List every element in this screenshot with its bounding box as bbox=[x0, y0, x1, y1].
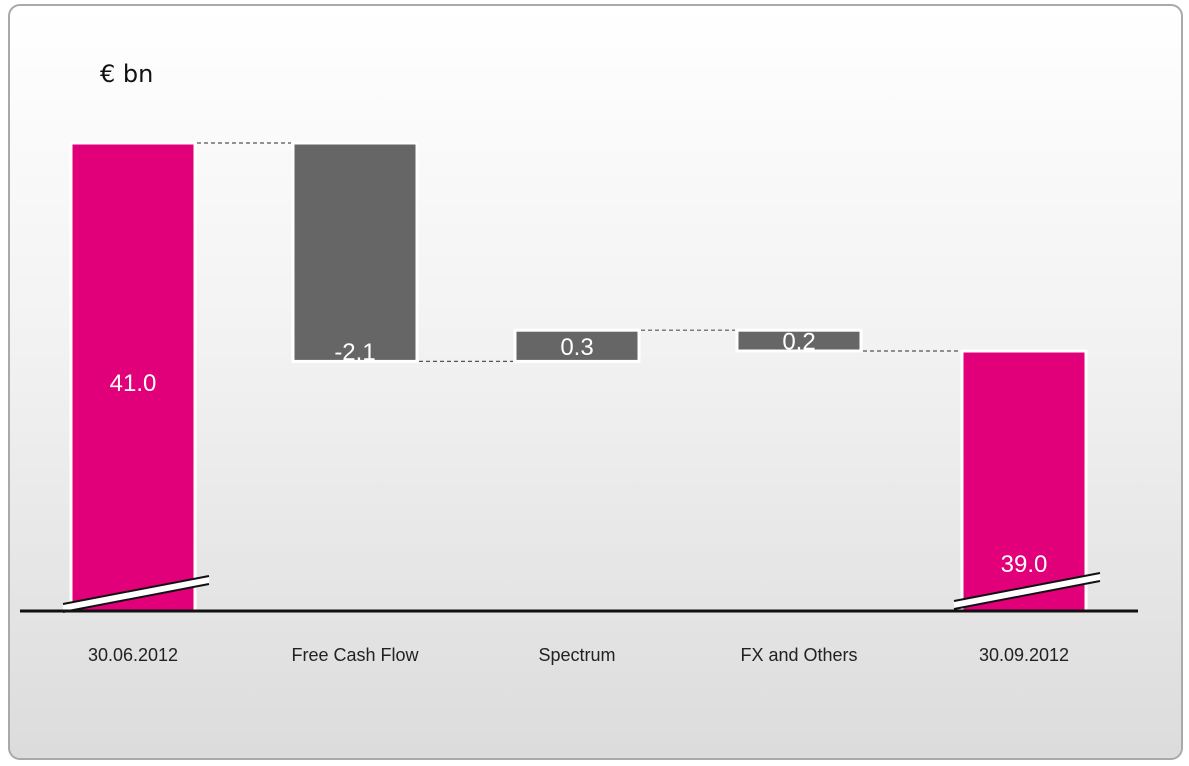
axis-break-fill bbox=[954, 573, 1100, 609]
category-label: Spectrum bbox=[538, 645, 615, 665]
axis-break-line bbox=[62, 575, 210, 605]
bar-value-label: 39.0 bbox=[1001, 551, 1048, 578]
category-label: 30.09.2012 bbox=[979, 645, 1069, 665]
axis-break-fill bbox=[63, 576, 209, 612]
category-label: FX and Others bbox=[740, 645, 857, 665]
bar-30-09-2012 bbox=[960, 349, 1088, 613]
bar-value-label: 0.3 bbox=[560, 334, 593, 361]
category-label: Free Cash Flow bbox=[291, 645, 419, 665]
bar-value-label: 41.0 bbox=[110, 370, 157, 397]
bar-value-label: -2.1 bbox=[334, 339, 375, 366]
axis-break-mark bbox=[62, 575, 210, 613]
bar-spectrum bbox=[513, 328, 641, 363]
unit-label: € bn bbox=[100, 60, 154, 88]
bar-30-06-2012 bbox=[69, 141, 197, 613]
bar-value-label: 0.2 bbox=[782, 329, 815, 356]
axis-break-mark bbox=[953, 572, 1101, 610]
bar-free-cash-flow bbox=[291, 141, 419, 363]
category-label: 30.06.2012 bbox=[88, 645, 178, 665]
axis-break-line bbox=[953, 572, 1101, 602]
axis-break-line bbox=[62, 583, 210, 613]
bar-fx-and-others bbox=[735, 328, 863, 353]
axis-break-line bbox=[953, 580, 1101, 610]
